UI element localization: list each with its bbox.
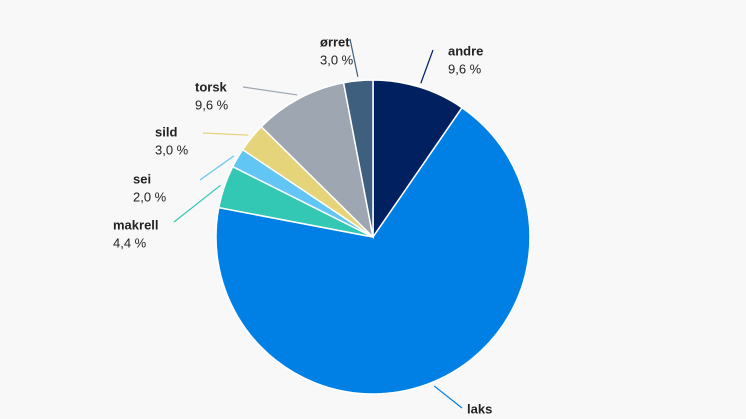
pie-slice [215, 106, 531, 395]
value-label: 9,6 % [195, 97, 229, 112]
category-label: laks [467, 401, 492, 416]
value-label: 9,6 % [448, 61, 482, 76]
leader-line [349, 38, 359, 77]
pie-slice [372, 79, 464, 240]
category-label: sild [155, 124, 177, 139]
leader-line [433, 385, 463, 409]
value-label: 2,0 % [133, 189, 167, 204]
category-label: sei [133, 171, 151, 186]
leader-line [420, 49, 434, 84]
value-label: 3,0 % [320, 52, 354, 67]
value-label: 4,4 % [113, 235, 147, 250]
category-label: torsk [195, 79, 228, 94]
value-label: 3,0 % [155, 142, 189, 157]
category-label: makrell [113, 217, 159, 232]
category-label: ørret [320, 34, 350, 49]
leader-line [202, 132, 249, 136]
pie-slice [260, 81, 375, 240]
leader-line [173, 184, 221, 223]
category-label: andre [448, 43, 483, 58]
leader-line [199, 155, 235, 181]
pie-slice [342, 79, 374, 238]
leader-line [242, 86, 298, 96]
